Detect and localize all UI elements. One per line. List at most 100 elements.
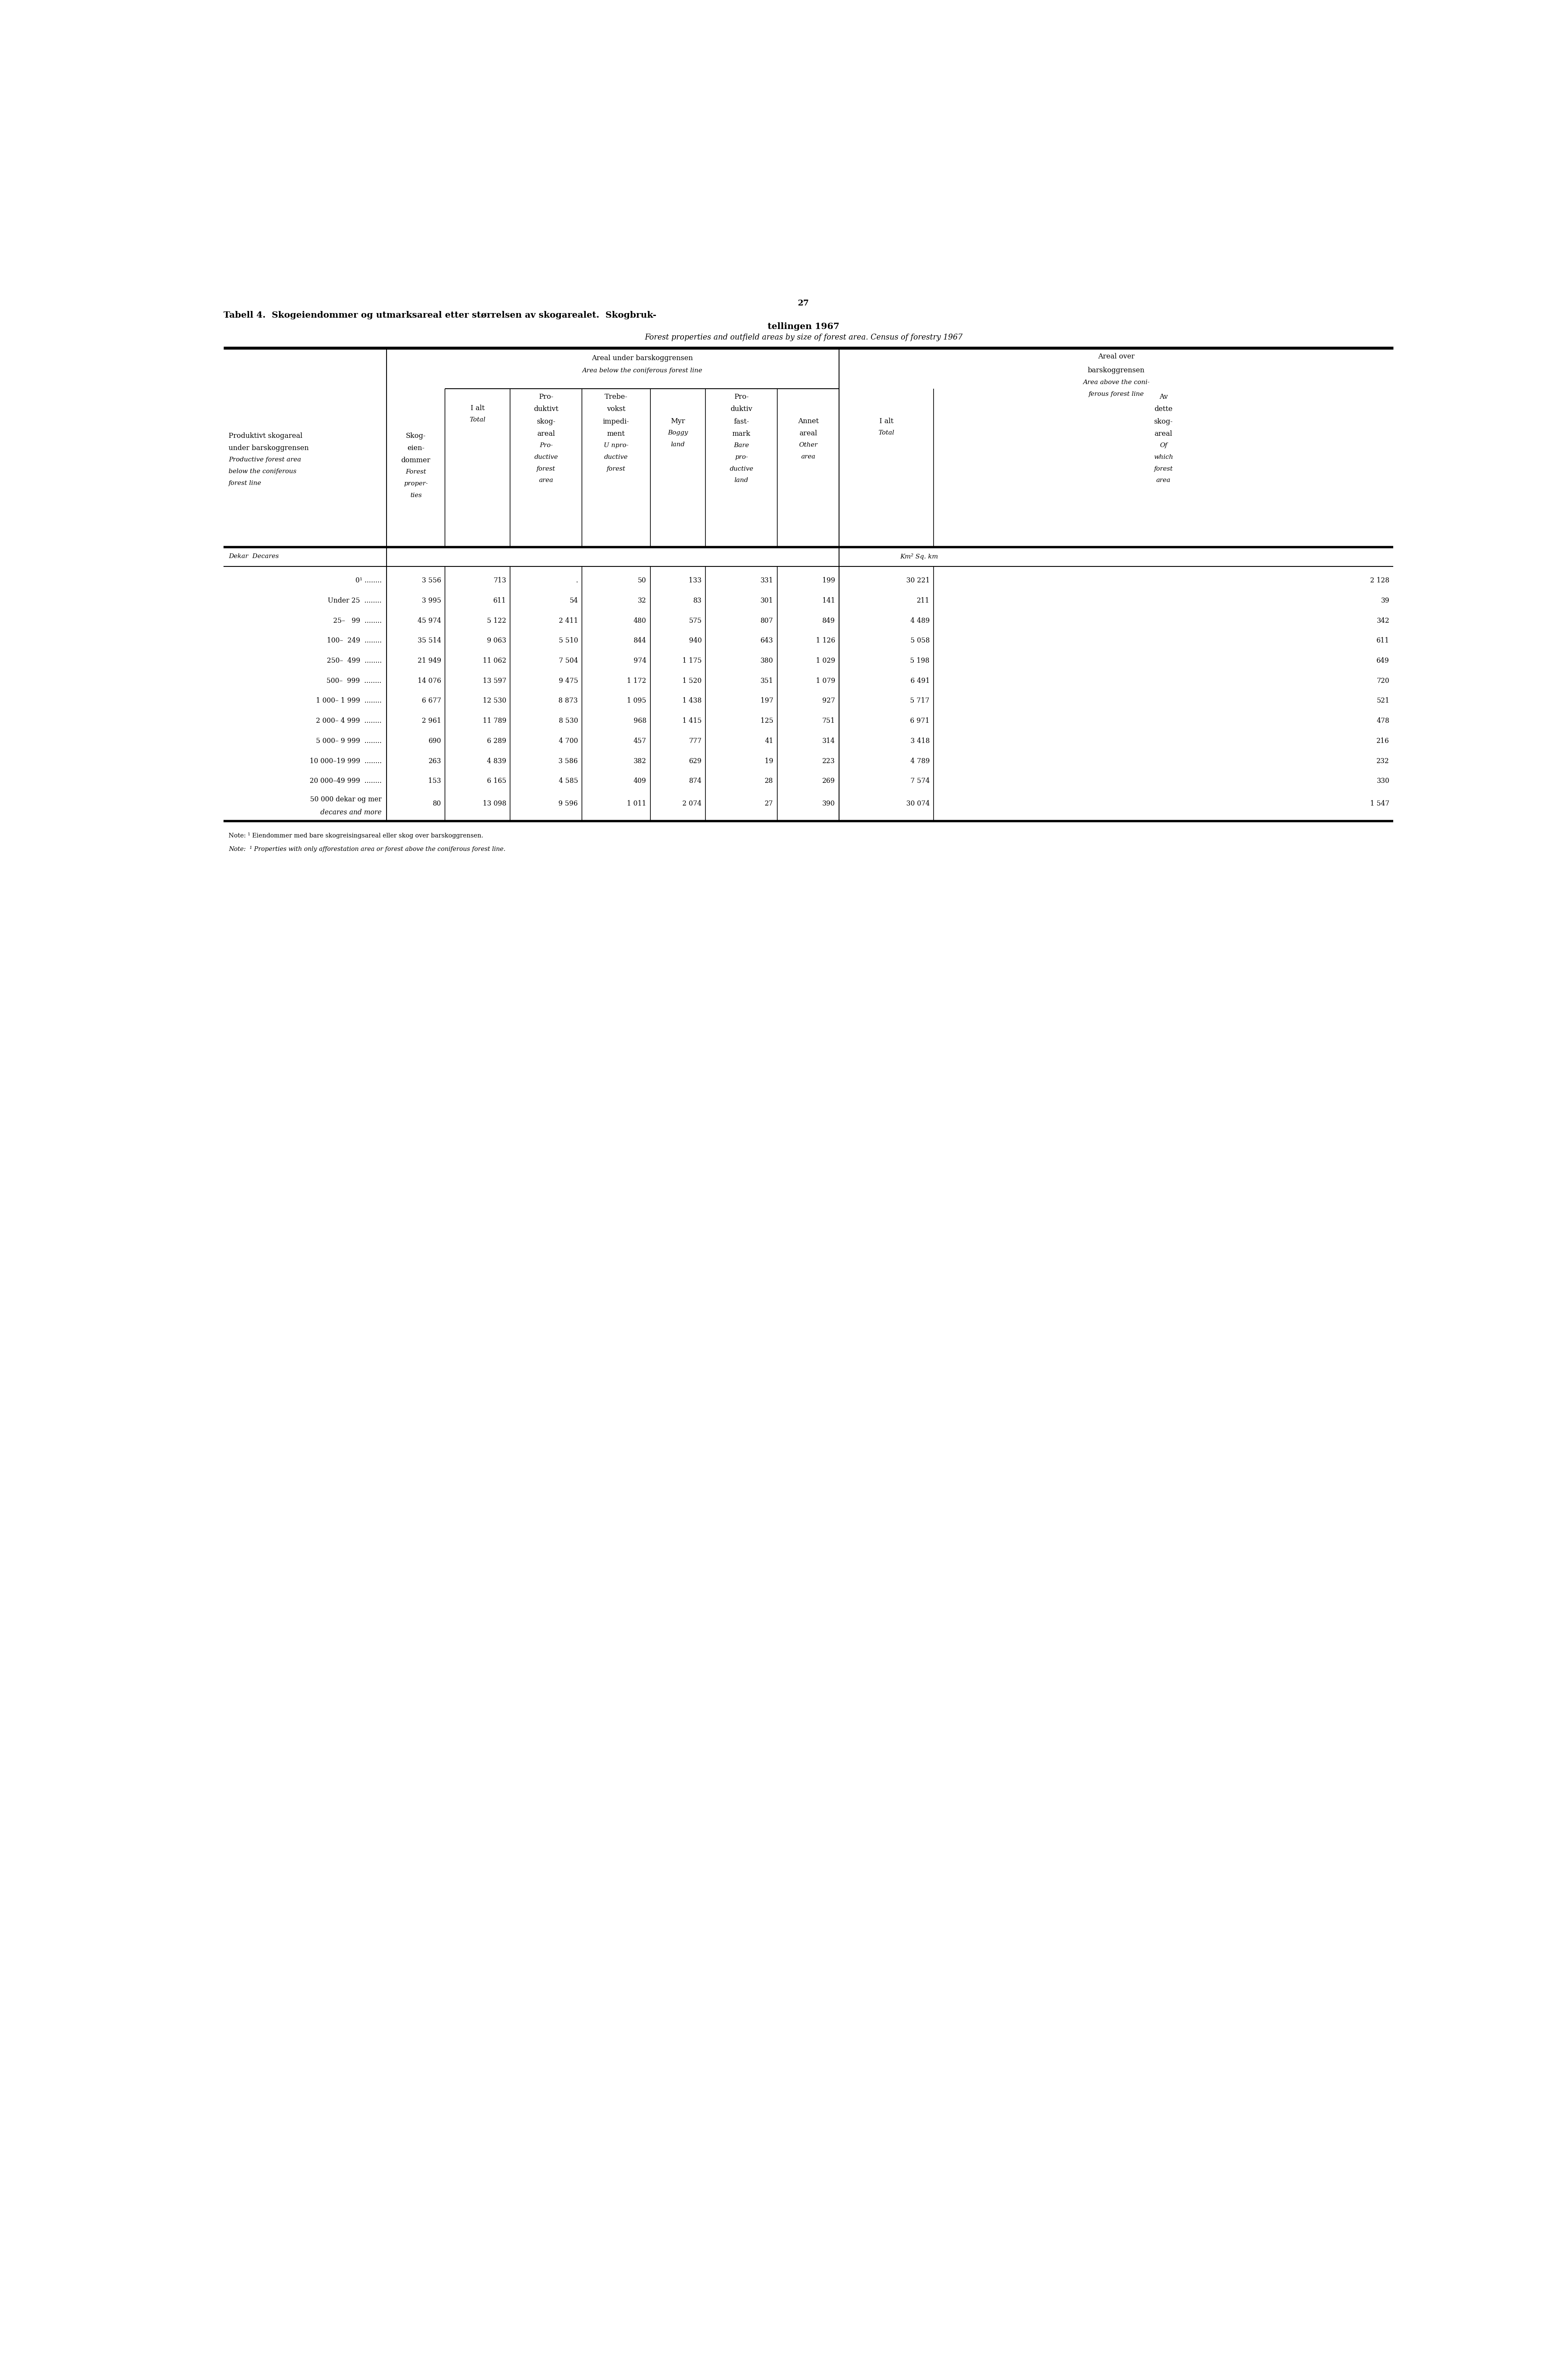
Text: Areal under barskoggrensen: Areal under barskoggrensen bbox=[591, 354, 693, 361]
Text: 30 221: 30 221 bbox=[906, 577, 930, 584]
Text: 6 677: 6 677 bbox=[422, 698, 441, 705]
Text: 457: 457 bbox=[633, 739, 646, 746]
Text: Productive forest area: Productive forest area bbox=[229, 456, 301, 463]
Text: 9 063: 9 063 bbox=[488, 636, 506, 644]
Text: Of: Of bbox=[1160, 442, 1167, 449]
Text: dette: dette bbox=[1154, 406, 1173, 413]
Text: land: land bbox=[734, 477, 748, 484]
Text: 611: 611 bbox=[494, 596, 506, 603]
Text: Produktivt skogareal: Produktivt skogareal bbox=[229, 432, 303, 439]
Text: 223: 223 bbox=[822, 758, 836, 765]
Text: 12 530: 12 530 bbox=[483, 698, 506, 705]
Text: 1 000– 1 999  ........: 1 000– 1 999 ........ bbox=[315, 698, 381, 705]
Text: 2 074: 2 074 bbox=[682, 800, 702, 808]
Text: Bare: Bare bbox=[734, 442, 750, 449]
Text: 301: 301 bbox=[760, 596, 773, 603]
Text: Forest: Forest bbox=[406, 470, 426, 475]
Text: tellingen 1967: tellingen 1967 bbox=[768, 323, 839, 330]
Text: land: land bbox=[671, 442, 685, 446]
Text: 3 586: 3 586 bbox=[558, 758, 579, 765]
Text: U npro-: U npro- bbox=[604, 442, 629, 449]
Text: ductive: ductive bbox=[729, 466, 753, 473]
Text: 342: 342 bbox=[1377, 618, 1389, 625]
Text: 575: 575 bbox=[688, 618, 702, 625]
Text: 80: 80 bbox=[433, 800, 441, 808]
Text: 8 873: 8 873 bbox=[558, 698, 579, 705]
Text: areal: areal bbox=[1154, 430, 1173, 437]
Text: 125: 125 bbox=[760, 717, 773, 724]
Text: 5 122: 5 122 bbox=[488, 618, 506, 625]
Text: mark: mark bbox=[732, 430, 751, 437]
Text: Trebe-: Trebe- bbox=[605, 394, 627, 401]
Text: 13 597: 13 597 bbox=[483, 677, 506, 684]
Text: 6 491: 6 491 bbox=[911, 677, 930, 684]
Text: 521: 521 bbox=[1377, 698, 1389, 705]
Text: Under 25  ........: Under 25 ........ bbox=[328, 596, 381, 603]
Text: 777: 777 bbox=[688, 739, 702, 746]
Text: 4 489: 4 489 bbox=[911, 618, 930, 625]
Text: 54: 54 bbox=[569, 596, 579, 603]
Text: Note: ¹ Eiendommer med bare skogreisingsareal eller skog over barskoggrensen.: Note: ¹ Eiendommer med bare skogreisings… bbox=[229, 834, 483, 838]
Text: 874: 874 bbox=[688, 777, 702, 784]
Text: 250–  499  ........: 250– 499 ........ bbox=[326, 658, 381, 665]
Text: dommer: dommer bbox=[401, 456, 431, 463]
Text: 3 995: 3 995 bbox=[422, 596, 441, 603]
Text: which: which bbox=[1154, 454, 1173, 461]
Text: Total: Total bbox=[470, 418, 486, 423]
Text: 4 585: 4 585 bbox=[558, 777, 579, 784]
Text: 32: 32 bbox=[638, 596, 646, 603]
Text: 382: 382 bbox=[633, 758, 646, 765]
Text: 3 418: 3 418 bbox=[911, 739, 930, 746]
Text: 380: 380 bbox=[760, 658, 773, 665]
Text: proper-: proper- bbox=[405, 480, 428, 487]
Text: 2 411: 2 411 bbox=[558, 618, 579, 625]
Text: under barskoggrensen: under barskoggrensen bbox=[229, 444, 309, 451]
Text: forest: forest bbox=[1154, 466, 1173, 473]
Text: 269: 269 bbox=[822, 777, 836, 784]
Text: ment: ment bbox=[607, 430, 626, 437]
Text: 5 510: 5 510 bbox=[558, 636, 579, 644]
Text: 30 074: 30 074 bbox=[906, 800, 930, 808]
Text: 1 126: 1 126 bbox=[815, 636, 836, 644]
Text: 50 000 dekar og mer: 50 000 dekar og mer bbox=[310, 796, 381, 803]
Text: 9 475: 9 475 bbox=[558, 677, 579, 684]
Text: Area below the coniferous forest line: Area below the coniferous forest line bbox=[582, 368, 702, 373]
Text: 7 574: 7 574 bbox=[911, 777, 930, 784]
Text: Total: Total bbox=[878, 430, 894, 437]
Text: 314: 314 bbox=[822, 739, 836, 746]
Text: area: area bbox=[801, 454, 815, 461]
Text: Boggy: Boggy bbox=[668, 430, 688, 437]
Text: 1 095: 1 095 bbox=[627, 698, 646, 705]
Text: 21 949: 21 949 bbox=[417, 658, 441, 665]
Text: Km² Sq. km: Km² Sq. km bbox=[900, 553, 938, 560]
Text: Pro-: Pro- bbox=[539, 442, 552, 449]
Text: forest: forest bbox=[536, 466, 555, 473]
Text: forest line: forest line bbox=[229, 480, 262, 487]
Text: 50: 50 bbox=[638, 577, 646, 584]
Text: 330: 330 bbox=[1377, 777, 1389, 784]
Text: 751: 751 bbox=[822, 717, 836, 724]
Text: skog-: skog- bbox=[536, 418, 555, 425]
Text: 45 974: 45 974 bbox=[417, 618, 441, 625]
Text: ductive: ductive bbox=[604, 454, 627, 461]
Text: 5 058: 5 058 bbox=[911, 636, 930, 644]
Text: 643: 643 bbox=[760, 636, 773, 644]
Text: Annet: Annet bbox=[798, 418, 818, 425]
Text: 11 789: 11 789 bbox=[483, 717, 506, 724]
Text: 331: 331 bbox=[760, 577, 773, 584]
Text: 1 029: 1 029 bbox=[815, 658, 836, 665]
Text: 1 547: 1 547 bbox=[1370, 800, 1389, 808]
Text: duktiv: duktiv bbox=[731, 406, 753, 413]
Text: Tabell 4.  Skogeiendommer og utmarksareal etter størrelsen av skogarealet.  Skog: Tabell 4. Skogeiendommer og utmarksareal… bbox=[224, 311, 657, 318]
Text: Area above the coni-: Area above the coni- bbox=[1083, 380, 1149, 385]
Text: I alt: I alt bbox=[470, 404, 485, 411]
Text: 153: 153 bbox=[428, 777, 441, 784]
Text: fast-: fast- bbox=[734, 418, 750, 425]
Text: 807: 807 bbox=[760, 618, 773, 625]
Text: below the coniferous: below the coniferous bbox=[229, 468, 296, 475]
Text: 849: 849 bbox=[822, 618, 836, 625]
Text: 10 000–19 999  ........: 10 000–19 999 ........ bbox=[309, 758, 381, 765]
Text: 28: 28 bbox=[765, 777, 773, 784]
Text: 100–  249  ........: 100– 249 ........ bbox=[326, 636, 381, 644]
Text: 35 514: 35 514 bbox=[417, 636, 441, 644]
